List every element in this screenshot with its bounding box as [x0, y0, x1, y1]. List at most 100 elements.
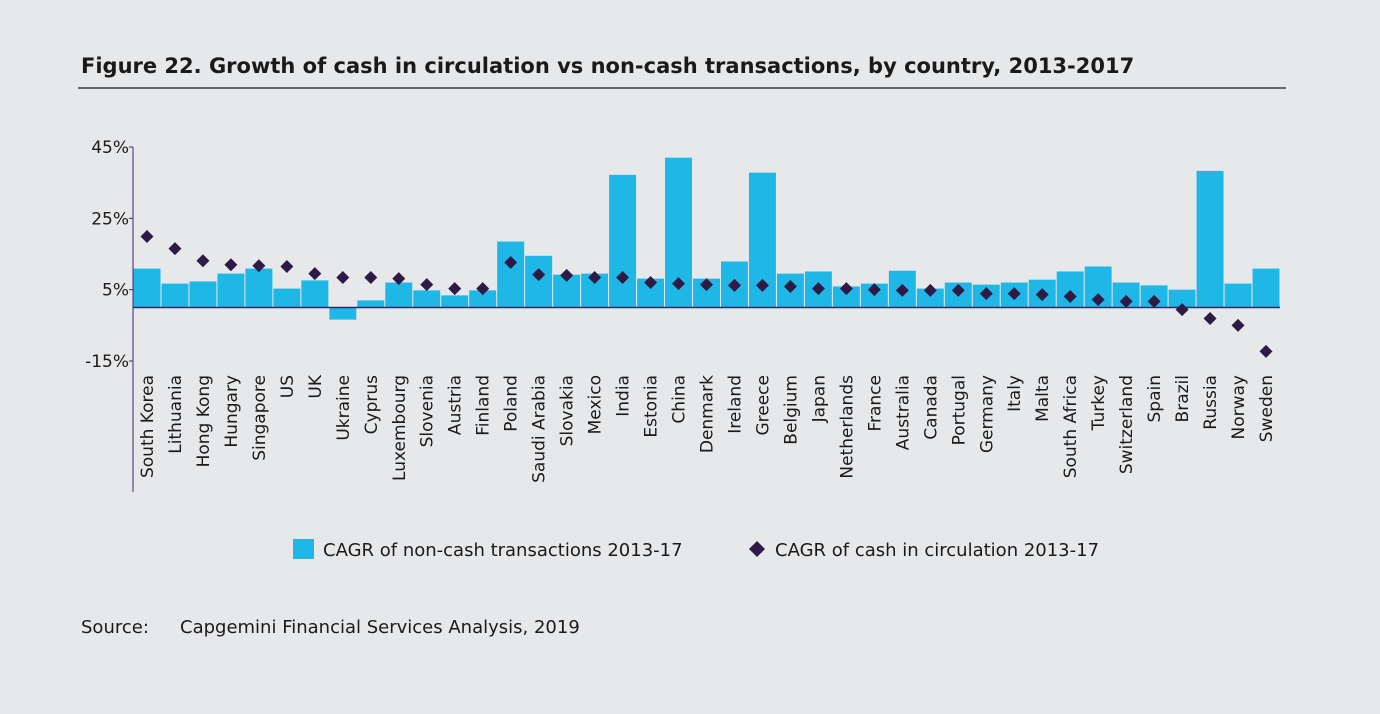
diamond-marker — [504, 256, 518, 270]
diamond-marker — [672, 277, 686, 291]
x-tick-label: Turkey — [1089, 375, 1109, 431]
diamond-marker — [448, 282, 462, 296]
diamond-marker — [951, 283, 965, 297]
x-tick-label: Austria — [446, 375, 466, 435]
diamond-marker — [280, 259, 294, 273]
bar — [301, 280, 329, 308]
diamond-marker — [1147, 294, 1161, 308]
x-tick-label: Ireland — [725, 375, 745, 434]
diamond-marker — [588, 271, 602, 285]
x-tick-label: Cyprus — [362, 375, 382, 434]
x-tick-label: India — [614, 375, 634, 417]
x-tick-label: Estonia — [642, 375, 662, 438]
bar — [413, 290, 441, 308]
x-tick-label: UK — [306, 374, 326, 398]
x-tick-label: Norway — [1229, 375, 1249, 440]
x-tick-label: Poland — [502, 375, 522, 432]
diamond-marker — [1091, 293, 1105, 307]
x-tick-label: Denmark — [698, 375, 718, 453]
bar — [385, 282, 413, 308]
y-tick-label: 5% — [102, 281, 129, 301]
diamond-marker — [308, 267, 322, 281]
x-tick-label: Canada — [921, 375, 941, 440]
y-tick-label: 25% — [91, 209, 129, 229]
diamond-marker — [923, 283, 937, 297]
bar — [832, 286, 860, 308]
y-tick-label: -15% — [85, 352, 129, 372]
x-tick-label: Mexico — [586, 375, 606, 434]
x-tick-label: Lithuania — [166, 375, 186, 454]
x-tick-label: Sweden — [1257, 375, 1277, 442]
bar — [161, 283, 189, 308]
x-tick-label: Italy — [1005, 375, 1025, 412]
bar — [1252, 268, 1280, 308]
diamond-marker — [755, 278, 769, 292]
bar — [1168, 289, 1196, 308]
diamond-marker — [560, 268, 574, 282]
x-tick-label: Belgium — [781, 375, 801, 445]
x-tick-label: Brazil — [1173, 375, 1193, 422]
x-tick-label: US — [278, 375, 298, 398]
x-tick-label: Germany — [977, 375, 997, 453]
bar — [1224, 283, 1252, 308]
bar — [217, 273, 245, 308]
source-label: Source: — [81, 617, 149, 638]
x-tick-label: Hong Kong — [194, 375, 214, 467]
x-tick-label: Russia — [1201, 375, 1221, 430]
diamond-marker — [168, 242, 182, 256]
bar — [916, 288, 944, 308]
bar — [609, 174, 637, 308]
x-tick-label: South Korea — [138, 375, 158, 478]
x-tick-label: Ukraine — [334, 375, 354, 441]
diamond-marker — [1231, 318, 1245, 332]
x-tick-label: Greece — [753, 375, 773, 436]
diamond-marker — [476, 282, 490, 296]
x-tick-label: Slovenia — [418, 375, 438, 447]
diamond-marker — [811, 282, 825, 296]
x-tick-label: Finland — [474, 375, 494, 436]
diamond-marker — [979, 287, 993, 301]
x-tick-label: Australia — [893, 375, 913, 450]
diamond-marker — [1063, 289, 1077, 303]
bar — [273, 288, 301, 308]
x-tick-label: Hungary — [222, 375, 242, 448]
x-tick-label: Luxembourg — [390, 375, 410, 481]
bar — [1196, 170, 1224, 308]
bar — [497, 241, 525, 308]
diamond-marker — [1175, 303, 1189, 317]
legend-label: CAGR of non-cash transactions 2013-17 — [323, 540, 683, 561]
diamond-marker — [727, 278, 741, 292]
bar — [329, 307, 357, 320]
diamond-marker — [532, 268, 546, 282]
diamond-marker — [420, 278, 434, 292]
bar — [245, 268, 273, 308]
diamond-marker — [1259, 344, 1273, 358]
x-tick-label: Saudi Arabia — [530, 375, 550, 483]
x-tick-label: Switzerland — [1117, 375, 1137, 474]
x-tick-label: Netherlands — [837, 375, 857, 479]
y-tick-label: 45% — [91, 138, 129, 158]
bar — [357, 300, 385, 308]
diamond-marker — [140, 230, 154, 244]
source: Capgemini Financial Services Analysis, 2… — [180, 617, 580, 638]
legend-label: CAGR of cash in circulation 2013-17 — [775, 540, 1099, 561]
x-tick-label: South Africa — [1061, 375, 1081, 478]
x-tick-label: Portugal — [949, 375, 969, 445]
x-tick-label: Japan — [809, 375, 829, 423]
legend-swatch — [293, 539, 314, 559]
diamond-marker — [364, 271, 378, 285]
x-tick-label: Singapore — [250, 375, 270, 461]
diamond-marker — [644, 276, 658, 290]
diamond-marker — [336, 271, 350, 285]
chart-title: Figure 22. Growth of cash in circulation… — [81, 54, 1134, 78]
bar — [133, 268, 161, 308]
diamond-marker — [392, 272, 406, 286]
diamond-marker — [1007, 287, 1021, 301]
diamond-marker — [616, 271, 630, 285]
diamond-marker — [1119, 294, 1133, 308]
bar — [189, 281, 217, 308]
x-tick-label: France — [865, 375, 885, 432]
diamond-marker — [867, 283, 881, 297]
diamond-marker — [1035, 288, 1049, 302]
legend-swatch — [749, 541, 765, 557]
